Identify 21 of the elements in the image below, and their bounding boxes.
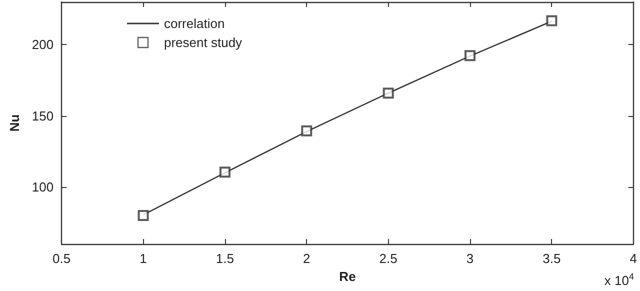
x-axis-title: Re [339, 268, 356, 284]
x-tick-label: 1.5 [216, 251, 234, 266]
point [546, 15, 558, 26]
point [301, 125, 312, 136]
x-tick-label: 1 [140, 251, 147, 266]
point [219, 166, 230, 178]
legend-label: present study [164, 35, 243, 50]
x-tick-label: 4 [630, 251, 637, 266]
y-tick-label: 200 [32, 37, 54, 52]
point [382, 88, 394, 99]
y-tick-label: 150 [32, 108, 54, 124]
x-tick-label: 2 [303, 251, 310, 266]
point [138, 210, 149, 222]
x-tick-label: 0.5 [52, 251, 71, 266]
x-tick-label: 3.5 [542, 251, 561, 266]
y-axis-title: Nu [7, 114, 22, 132]
x-tick-label: 2.5 [379, 251, 398, 266]
x-tick-label: 3 [466, 251, 474, 266]
legend-label: correlation [164, 16, 225, 31]
y-tick-label: 100 [32, 180, 54, 195]
point [464, 50, 476, 62]
